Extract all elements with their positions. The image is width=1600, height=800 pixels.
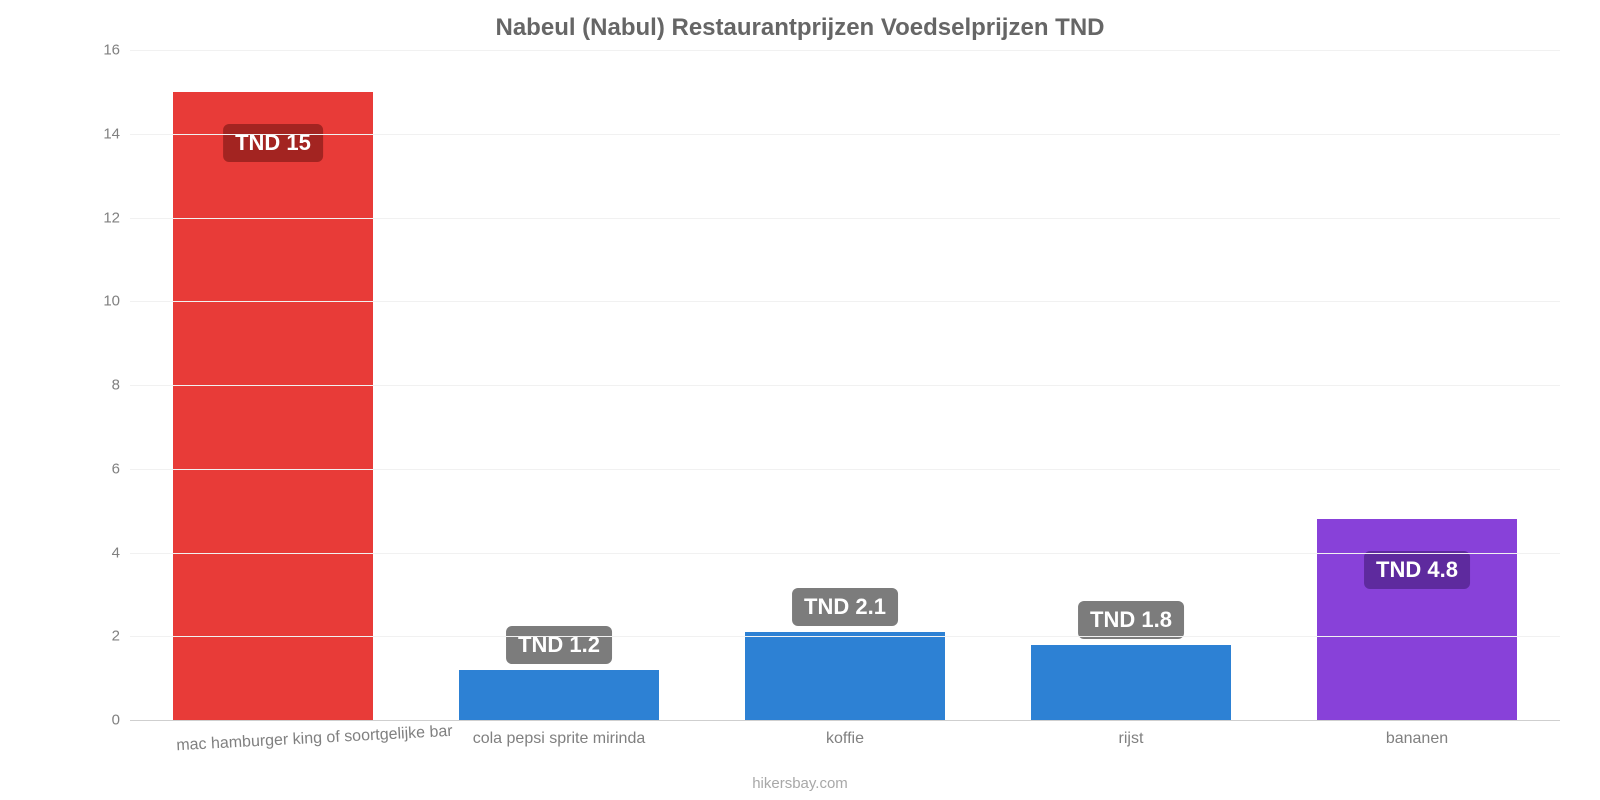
y-tick-label: 6 bbox=[112, 460, 120, 477]
bar bbox=[173, 92, 373, 720]
gridline bbox=[130, 553, 1560, 554]
bar bbox=[459, 670, 659, 720]
chart-title: Nabeul (Nabul) Restaurantprijzen Voedsel… bbox=[0, 14, 1600, 42]
x-tick-label: mac hamburger king of soortgelijke bar bbox=[176, 723, 453, 755]
y-tick-label: 0 bbox=[112, 712, 120, 729]
y-tick-label: 16 bbox=[103, 42, 120, 59]
y-tick-label: 10 bbox=[103, 293, 120, 310]
x-tick-label: cola pepsi sprite mirinda bbox=[473, 730, 646, 748]
gridline bbox=[130, 720, 1560, 721]
bar-value-label: TND 1.8 bbox=[1078, 601, 1184, 639]
bar-value-label: TND 15 bbox=[223, 124, 323, 162]
bar bbox=[1031, 645, 1231, 720]
y-tick-label: 14 bbox=[103, 125, 120, 142]
x-tick-label: bananen bbox=[1386, 730, 1448, 748]
gridline bbox=[130, 50, 1560, 51]
y-tick-label: 12 bbox=[103, 209, 120, 226]
y-tick-label: 8 bbox=[112, 377, 120, 394]
gridline bbox=[130, 636, 1560, 637]
bar-value-label: TND 4.8 bbox=[1364, 551, 1470, 589]
bar bbox=[745, 632, 945, 720]
bar-value-label: TND 2.1 bbox=[792, 588, 898, 626]
x-tick-label: rijst bbox=[1119, 730, 1144, 748]
gridline bbox=[130, 218, 1560, 219]
bar-value-label: TND 1.2 bbox=[506, 626, 612, 664]
gridline bbox=[130, 469, 1560, 470]
plot-area: TND 15mac hamburger king of soortgelijke… bbox=[130, 50, 1560, 720]
gridline bbox=[130, 134, 1560, 135]
y-tick-label: 2 bbox=[112, 628, 120, 645]
y-tick-label: 4 bbox=[112, 544, 120, 561]
bar bbox=[1317, 519, 1517, 720]
chart-footer: hikersbay.com bbox=[0, 775, 1600, 792]
x-tick-label: koffie bbox=[826, 730, 864, 748]
gridline bbox=[130, 385, 1560, 386]
gridline bbox=[130, 301, 1560, 302]
